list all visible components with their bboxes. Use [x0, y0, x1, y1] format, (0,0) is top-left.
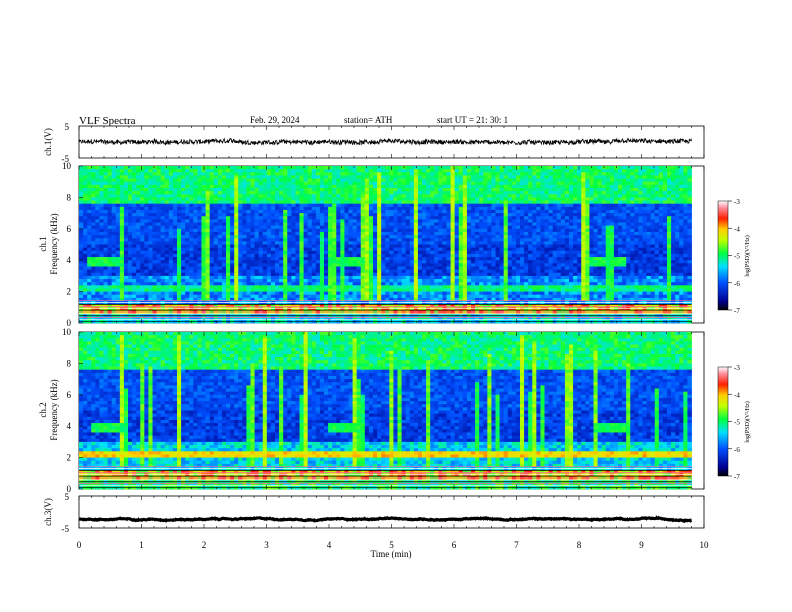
time-tick-label: 6 [452, 540, 457, 550]
colorbar-tick-label: -7 [734, 473, 740, 481]
time-tick-label: 9 [639, 540, 644, 550]
ch3-ytick-bottom: -5 [62, 524, 70, 534]
ch2-spectrogram-panel: 0 2 4 6 8 10 ch.2 Frequency (kHz) [38, 327, 705, 494]
ch1-spec-yticklabels: 0 2 4 6 8 10 [62, 161, 83, 328]
time-tick-label: 0 [77, 540, 82, 550]
ch3-ytick-top: 5 [65, 492, 70, 502]
ch1-ytick-top: 5 [65, 122, 70, 132]
ch2-spec-ticks [78, 332, 705, 489]
ch2-heatmap [79, 332, 692, 490]
ch1-spectrogram-panel: 0 2 4 6 8 10 ch.1 Frequency (kHz) [38, 161, 705, 328]
time-tick-label: 2 [202, 540, 207, 550]
colorbar-ch1-label: log(PSD)(V²/Hz) [744, 235, 751, 276]
ch1-waveform-panel: 5 -5 ch.1(V) [43, 122, 705, 164]
colorbar-tick-label: -5 [734, 419, 740, 427]
station-label: station= ATH [344, 115, 393, 125]
time-tick-label: 8 [577, 540, 582, 550]
ch1-heatmap [79, 166, 692, 324]
ytick-label: 2 [67, 453, 72, 463]
colorbar-ch1-ticks: -3 -4 -5 -6 -7 [728, 198, 740, 315]
colorbar-tick-label: -6 [734, 280, 740, 288]
ytick-label: 2 [67, 287, 72, 297]
colorbar-ch2-ticks: -3 -4 -5 -6 -7 [728, 364, 740, 481]
ch1-spec-ylabel-line2: Frequency (kHz) [49, 213, 59, 274]
colorbar-ch2: -3 -4 -5 -6 -7 log(PSD)(V²/Hz) [717, 364, 751, 481]
ch3-ylabel: ch.3(V) [43, 498, 53, 526]
ch1-spec-ylabel-line1: ch.1 [38, 236, 48, 251]
colorbar-tick-label: -7 [734, 307, 740, 315]
ch1-ylabel: ch.1(V) [43, 128, 53, 156]
ytick-label: 8 [67, 358, 72, 368]
ch3-waveform-panel: 5 -5 ch.3(V) 0 1 2 3 4 5 6 7 8 9 10 Time (min) [43, 492, 709, 559]
time-tick-label: 1 [139, 540, 144, 550]
figure-title: VLF Spectra [79, 115, 136, 127]
start-ut-label: start UT = 21: 30: 1 [437, 115, 508, 125]
colorbar-tick-label: -6 [734, 446, 740, 454]
ytick-label: 0 [67, 318, 72, 328]
colorbar-ch2-label: log(PSD)(V²/Hz) [744, 401, 751, 442]
ytick-label: 4 [67, 421, 72, 431]
time-tick-label: 5 [389, 540, 394, 550]
ch1-trace [78, 137, 692, 146]
ytick-label: 10 [62, 327, 72, 337]
ch3-trace [78, 515, 693, 524]
ch3-ticks [78, 496, 705, 528]
colorbar-tick-label: -3 [734, 364, 740, 372]
ch2-spec-ylabel-line2: Frequency (kHz) [49, 379, 59, 440]
ch2-spec-ylabel-line1: ch.2 [38, 402, 48, 417]
ch1-ticks [78, 126, 705, 158]
time-tick-label: 7 [514, 540, 519, 550]
colorbar-tick-label: -3 [734, 198, 740, 206]
colorbar-tick-label: -4 [734, 391, 740, 399]
date-label: Feb. 29, 2024 [250, 115, 300, 125]
ch1-spec-ticks [78, 166, 705, 323]
ytick-label: 6 [67, 390, 72, 400]
colorbar-ch1: -3 -4 -5 -6 -7 log(PSD)(V²/Hz) [717, 198, 751, 315]
time-tick-label: 3 [264, 540, 269, 550]
colorbar-tick-label: -4 [734, 225, 740, 233]
ytick-label: 8 [67, 192, 72, 202]
ytick-label: 0 [67, 484, 72, 494]
ch1-ytick-bottom: -5 [62, 154, 70, 164]
ytick-label: 6 [67, 224, 72, 234]
time-tick-label: 10 [700, 540, 710, 550]
ytick-label: 4 [67, 255, 72, 265]
time-xlabel: Time (min) [371, 549, 412, 559]
ch2-spec-yticklabels: 0 2 4 6 8 10 [62, 327, 83, 494]
time-tick-label: 4 [327, 540, 332, 550]
time-ticklabels: 0 1 2 3 4 5 6 7 8 9 10 [77, 540, 709, 550]
ytick-label: 10 [62, 161, 72, 171]
colorbar-tick-label: -5 [734, 253, 740, 261]
